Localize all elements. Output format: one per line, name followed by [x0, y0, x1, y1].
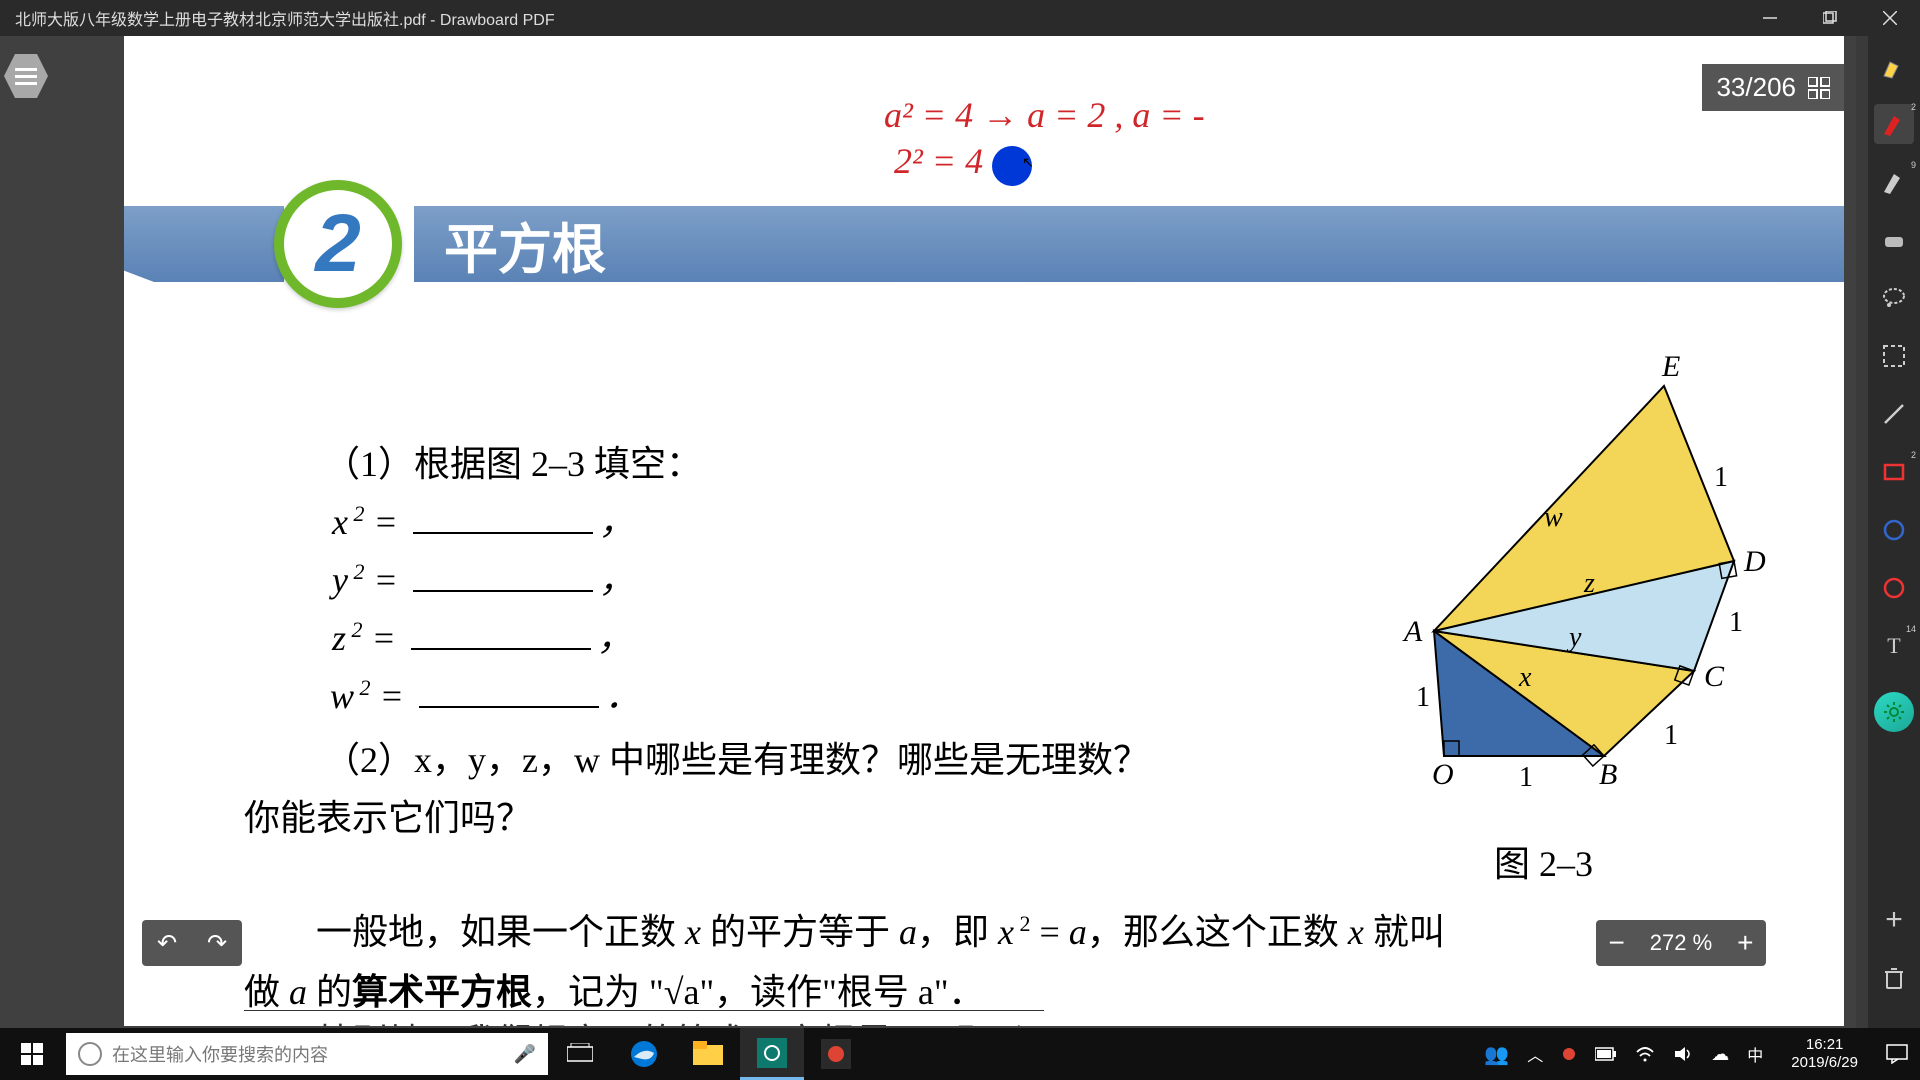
clock-date: 2019/6/29: [1791, 1054, 1858, 1072]
main-area: a² = 4 → a = 2 , a = - 2² = 4 (-2)² = 4 …: [0, 36, 1920, 1028]
section-ribbon: [124, 206, 284, 282]
circle-tool-red[interactable]: [1874, 568, 1914, 608]
close-button[interactable]: [1860, 0, 1920, 36]
text-tool[interactable]: T 14: [1874, 626, 1914, 666]
svg-text:E: E: [1661, 350, 1680, 383]
svg-text:O: O: [1432, 758, 1454, 791]
volume-icon[interactable]: [1673, 1045, 1693, 1063]
equation-1: x 2 = ，: [332, 494, 635, 552]
battery-icon[interactable]: [1595, 1047, 1617, 1061]
line-tool[interactable]: [1874, 394, 1914, 434]
page-counter[interactable]: 33/206: [1702, 64, 1844, 111]
minimize-button[interactable]: [1740, 0, 1800, 36]
svg-text:C: C: [1704, 660, 1725, 693]
taskbar: 在这里输入你要搜索的内容 🎤 👥 ︿ ☁ 中 16:21 2019/6/29: [0, 1028, 1920, 1080]
zoom-value: 272 %: [1650, 930, 1712, 956]
circle-tool-blue[interactable]: [1874, 510, 1914, 550]
eraser-tool[interactable]: [1874, 220, 1914, 260]
left-gutter: [0, 36, 52, 1028]
svg-text:y: y: [1566, 622, 1582, 653]
settings-gear-button[interactable]: [1874, 692, 1914, 732]
svg-text:1: 1: [1714, 462, 1728, 493]
marquee-tool[interactable]: [1874, 336, 1914, 376]
search-placeholder: 在这里输入你要搜索的内容: [112, 1041, 328, 1067]
edge-browser-icon[interactable]: [612, 1028, 676, 1080]
paragraph-line-3: 特别地，我们规定 0 的算术平方根是 0，即 √0 = 0: [244, 1014, 1724, 1026]
menu-button[interactable]: [4, 54, 48, 98]
equation-2: y 2 = ，: [332, 552, 635, 610]
redo-button[interactable]: ↷: [207, 929, 227, 958]
people-icon[interactable]: 👥: [1484, 1042, 1509, 1067]
mouse-pointer-icon: ↖: [1022, 154, 1034, 171]
svg-text:1: 1: [1729, 607, 1743, 638]
zoom-out-button[interactable]: −: [1608, 927, 1624, 959]
zoom-in-button[interactable]: +: [1737, 927, 1753, 959]
wifi-icon[interactable]: [1635, 1046, 1655, 1062]
pen-tool-black[interactable]: 9: [1874, 162, 1914, 202]
pdf-page: a² = 4 → a = 2 , a = - 2² = 4 (-2)² = 4 …: [124, 36, 1844, 1026]
window-title: 北师大版八年级数学上册电子教材北京师范大学出版社.pdf - Drawboard…: [15, 6, 1740, 30]
task-view-button[interactable]: [548, 1028, 612, 1080]
file-explorer-icon[interactable]: [676, 1028, 740, 1080]
section-number: 2: [315, 197, 361, 291]
screen-recorder-icon[interactable]: [804, 1028, 868, 1080]
svg-text:D: D: [1743, 545, 1766, 578]
svg-text:w: w: [1544, 502, 1563, 533]
system-tray: 👥 ︿ ☁ 中 16:21 2019/6/29: [1484, 1028, 1920, 1080]
clock-time: 16:21: [1791, 1036, 1858, 1054]
rectangle-tool[interactable]: 2: [1874, 452, 1914, 492]
svg-text:1: 1: [1664, 720, 1678, 751]
section-title: 平方根: [444, 205, 606, 284]
highlighter-tool[interactable]: [1874, 46, 1914, 86]
start-button[interactable]: [0, 1028, 64, 1080]
tray-expand-icon[interactable]: ︿: [1527, 1042, 1543, 1066]
svg-text:1: 1: [1416, 682, 1430, 713]
equation-3: z 2 = ，: [332, 610, 633, 668]
zoom-control: − 272 % +: [1596, 920, 1766, 966]
onedrive-icon[interactable]: ☁: [1711, 1044, 1729, 1065]
section-title-bar: 平方根: [414, 206, 1844, 282]
section-number-badge: 2: [274, 180, 402, 308]
svg-text:z: z: [1583, 568, 1595, 599]
right-toolbar: 2 9 2 T 14: [1868, 36, 1920, 1028]
figure-2-3: O B C D E A 1 1 1 1 1 x y z w: [1384, 346, 1784, 806]
clock[interactable]: 16:21 2019/6/29: [1781, 1036, 1868, 1072]
window-controls: [1740, 0, 1920, 36]
figure-caption: 图 2–3: [1494, 836, 1593, 894]
undo-button[interactable]: ↶: [157, 929, 177, 958]
scrollbar[interactable]: [1856, 36, 1868, 1028]
svg-text:B: B: [1599, 758, 1617, 791]
action-center-icon[interactable]: [1886, 1044, 1908, 1064]
maximize-button[interactable]: [1800, 0, 1860, 36]
svg-text:1: 1: [1519, 762, 1533, 793]
section-header: 2 平方根: [124, 206, 1844, 282]
paragraph-line-1: 一般地，如果一个正数 x 的平方等于 a，即 x 2 = a，那么这个正数 x …: [244, 904, 1724, 962]
ime-indicator[interactable]: 中: [1747, 1042, 1763, 1066]
titlebar: 北师大版八年级数学上册电子教材北京师范大学出版社.pdf - Drawboard…: [0, 0, 1920, 36]
question-2-line-2: 你能表示它们吗？: [244, 790, 532, 848]
grid-view-icon[interactable]: [1808, 77, 1830, 99]
annotation-line-1: a² = 4 → a = 2 , a = -: [884, 94, 1205, 136]
add-button[interactable]: +: [1874, 900, 1914, 940]
pen-tool-red[interactable]: 2: [1874, 104, 1914, 144]
svg-text:A: A: [1402, 615, 1423, 648]
recording-indicator-icon[interactable]: [1561, 1046, 1577, 1062]
page-viewport[interactable]: a² = 4 → a = 2 , a = - 2² = 4 (-2)² = 4 …: [52, 36, 1868, 1028]
divider-line: [244, 1010, 1044, 1011]
microphone-icon[interactable]: 🎤: [514, 1044, 536, 1065]
annotation-line-2: 2² = 4: [894, 140, 983, 182]
lasso-tool[interactable]: [1874, 278, 1914, 318]
paragraph-line-2: 做 a 的算术平方根，记为 "√a"，读作"根号 a"．: [244, 964, 1724, 1022]
question-2-line-1: （2）x，y，z，w 中哪些是有理数？哪些是无理数？: [324, 732, 1149, 790]
camera-app-icon[interactable]: [740, 1028, 804, 1080]
equation-4: w 2 = ．: [330, 668, 641, 726]
question-1-label: （1）根据图 2–3 填空：: [324, 436, 702, 494]
cortana-icon: [78, 1042, 102, 1066]
undo-redo-panel: ↶ ↷: [142, 920, 242, 966]
search-box[interactable]: 在这里输入你要搜索的内容 🎤: [66, 1033, 548, 1075]
delete-button[interactable]: [1874, 958, 1914, 998]
svg-text:x: x: [1518, 662, 1532, 693]
